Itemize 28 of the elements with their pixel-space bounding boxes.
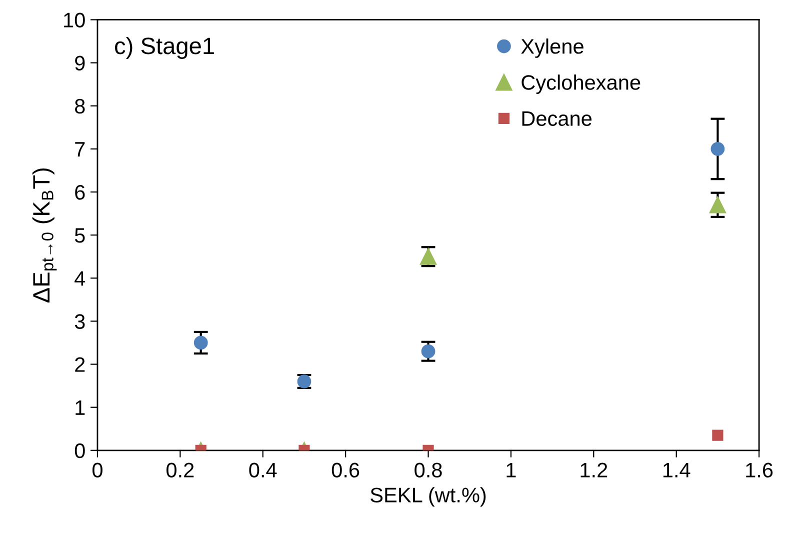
x-tick-label: 0.6: [332, 462, 360, 478]
y-axis-title: ΔE$_{pt→0}$ (K$_{B}$T): [32, 168, 57, 302]
x-tick-label: 0.8: [414, 462, 442, 478]
point: [709, 196, 726, 214]
y-tick-label: 6: [75, 184, 85, 200]
x-tick-label: 1: [506, 462, 516, 478]
y-tick-label: 9: [75, 56, 85, 71]
y-tick-label: 2: [75, 357, 85, 372]
x-tick-label: 0.2: [166, 462, 194, 478]
x-tick-label: 1.6: [746, 462, 773, 478]
x-tick-label: 0.4: [249, 462, 277, 478]
y-tick-label: 4: [74, 271, 86, 286]
x-tick-label: 0: [92, 462, 102, 478]
y-tick-label: 1: [76, 400, 85, 415]
legend-label: Xylene: [521, 38, 584, 58]
y-tick-label: 5: [74, 228, 85, 243]
annotation: c) Stage1: [115, 36, 214, 59]
y-tick-label: 3: [74, 314, 85, 329]
y-tick-label: 0: [74, 443, 85, 458]
point: [710, 142, 725, 156]
legend-label: Decane: [522, 111, 592, 126]
legend-label: Cyclohexane: [522, 74, 640, 94]
y-tick-label: 7: [75, 142, 85, 156]
x-axis-title: SEKL (wt.%): [370, 487, 486, 507]
y-tick-label: 8: [74, 98, 85, 114]
x-tick-label: 1.2: [580, 462, 608, 478]
x-tick-label: 1.4: [663, 462, 690, 478]
y-tick-label: 10: [64, 12, 85, 28]
